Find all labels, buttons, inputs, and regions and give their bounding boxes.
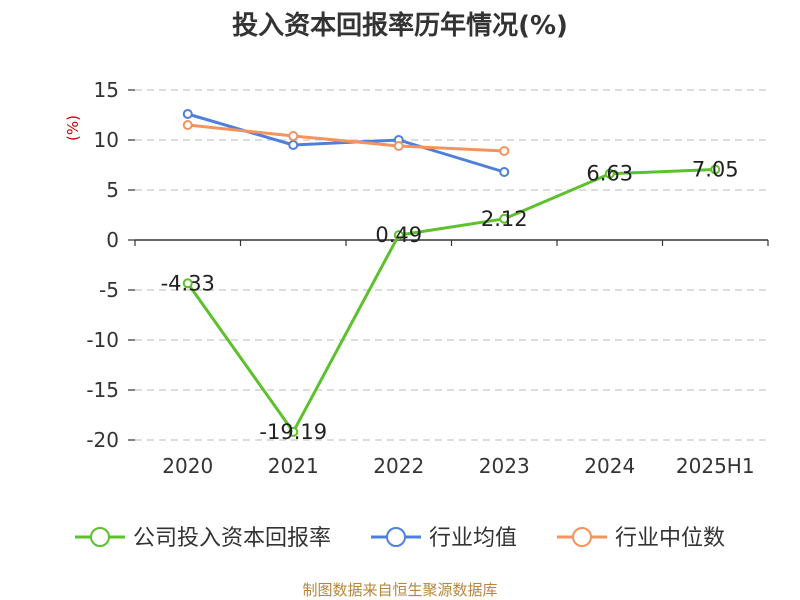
data-point — [499, 213, 510, 224]
data-label: 0.49 — [375, 223, 422, 247]
x-tick-label: 2021 — [268, 454, 319, 478]
grid-lines — [135, 89, 768, 441]
data-point — [288, 131, 299, 141]
x-tick-label: 2025H1 — [676, 454, 755, 478]
series-line — [187, 112, 505, 174]
data-point — [710, 164, 721, 175]
legend-label: 公司投入资本回报率 — [133, 526, 331, 551]
y-tick-label: -10 — [86, 328, 119, 352]
data-point — [499, 167, 510, 177]
chart-title: 投入资本回报率历年情况(%) — [232, 10, 568, 41]
legend-label: 行业中位数 — [615, 526, 725, 551]
data-point — [393, 230, 404, 241]
y-tick-label: -15 — [86, 378, 119, 402]
data-label: 2.12 — [481, 207, 528, 231]
data-point — [182, 120, 193, 130]
data-label: -4.33 — [161, 271, 215, 295]
legend-swatch-marker — [386, 527, 407, 547]
y-tick-label: -5 — [99, 278, 119, 302]
data-point — [182, 109, 193, 119]
data-point — [604, 168, 615, 179]
data-label: 7.05 — [692, 158, 739, 182]
data-label: -19.19 — [259, 420, 327, 444]
data-point — [182, 278, 193, 289]
x-tick-label: 2020 — [162, 454, 213, 478]
data-label: 6.63 — [586, 162, 633, 186]
x-tick-label: 2023 — [479, 454, 530, 478]
x-axis: 2020 2021 2022 2023 2024 2025H1 — [134, 239, 769, 478]
legend-swatch-marker — [90, 527, 110, 547]
x-tick-label: 2024 — [584, 454, 635, 478]
data-point — [499, 146, 510, 156]
series-line — [187, 123, 505, 153]
data-point — [288, 426, 299, 437]
legend-label: 行业均值 — [429, 526, 517, 551]
series-lines — [182, 109, 721, 437]
legend: 公司投入资本回报率 行业均值 行业中位数 — [75, 526, 725, 551]
series-line — [186, 168, 716, 434]
y-tick-label: 0 — [106, 228, 119, 252]
legend-swatch-marker — [572, 527, 593, 547]
data-labels: -4.33 -19.19 0.49 2.12 6.63 7.05 — [161, 158, 739, 444]
data-point — [393, 141, 404, 151]
x-tick-label: 2022 — [373, 454, 424, 478]
source-note: 制图数据来自恒生聚源数据库 — [302, 581, 497, 599]
data-point — [288, 140, 299, 150]
y-axis-unit: (%) — [64, 115, 82, 141]
y-tick-label: 15 — [94, 78, 119, 102]
y-tick-label: 10 — [94, 128, 119, 152]
y-tick-label: -20 — [86, 428, 119, 452]
y-tick-label: 5 — [106, 178, 119, 202]
y-axis-ticks: 15 10 5 0 -5 -10 -15 -20 — [86, 78, 135, 452]
